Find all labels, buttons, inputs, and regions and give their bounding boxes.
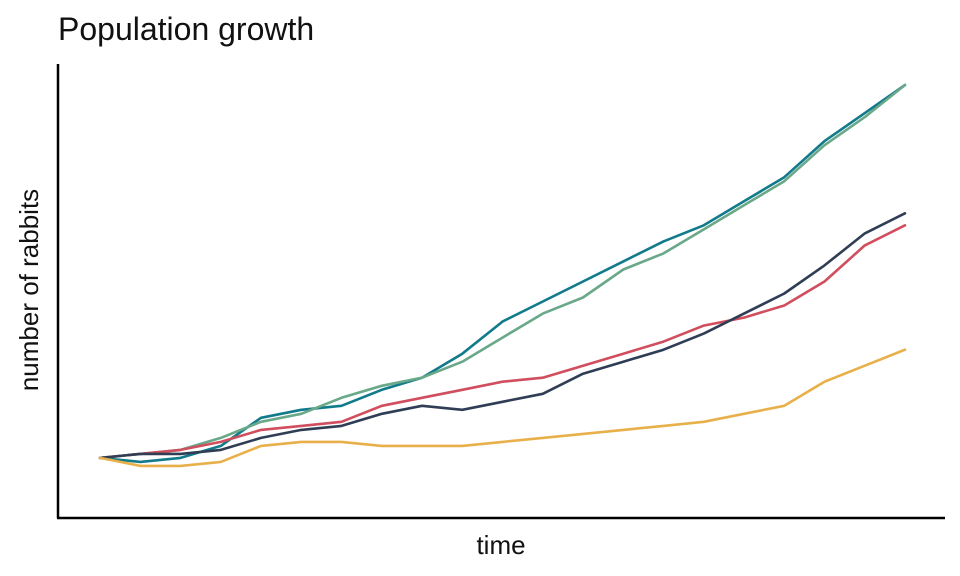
series-line-1	[98, 83, 907, 464]
plot-area	[98, 83, 907, 468]
chart-title: Population growth	[58, 11, 314, 47]
series-line-2	[98, 83, 907, 460]
series-line-3	[98, 224, 907, 460]
series-line-4	[98, 212, 907, 460]
series-line-5	[98, 348, 907, 468]
y-axis-label: number of rabbits	[14, 189, 44, 391]
x-axis-label: time	[476, 530, 525, 560]
